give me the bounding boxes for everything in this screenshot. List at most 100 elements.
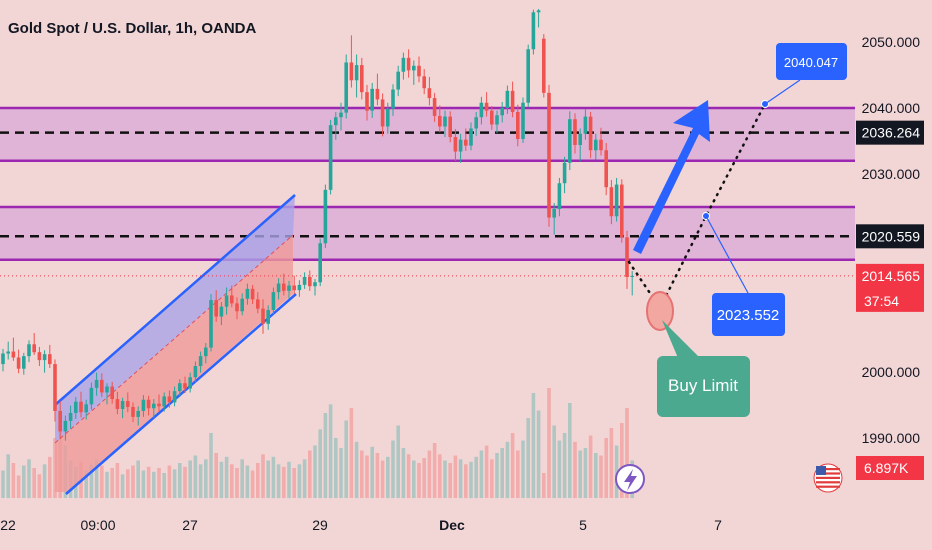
volume-bar [344, 420, 348, 498]
candle [599, 127, 603, 156]
callout-box [657, 356, 750, 417]
volume-bar [365, 455, 369, 498]
volume-bar [94, 459, 99, 499]
volume-bar [568, 403, 572, 498]
candle-body [630, 275, 634, 277]
candle-body [339, 112, 343, 118]
candle-body [614, 184, 619, 217]
candle [313, 278, 317, 296]
candle [479, 96, 484, 125]
candle-body [360, 65, 364, 93]
candle [438, 105, 442, 133]
volume-bar [464, 464, 468, 499]
price-tag-label: 2020.559 [862, 228, 921, 244]
volume-bar [115, 463, 120, 498]
candle [131, 402, 135, 423]
volume-bar [375, 453, 380, 498]
x-tick-label: 27 [182, 517, 198, 533]
volume-bar [245, 465, 250, 498]
candle-body [105, 386, 109, 393]
candle [469, 122, 473, 151]
candle-body [32, 344, 36, 353]
candle-body [386, 108, 390, 127]
candle-body [583, 116, 588, 134]
candle [198, 351, 203, 373]
candle-body [412, 65, 416, 71]
label-2040-text: 2040.047 [784, 55, 838, 70]
volume-bar [240, 459, 244, 499]
flag-stripe [816, 481, 840, 484]
volume-bar [198, 464, 203, 499]
volume-bar [110, 468, 114, 498]
candle-body [542, 38, 546, 93]
candle [32, 333, 36, 355]
candle [453, 129, 458, 161]
candle-body [287, 285, 291, 291]
callout-pointer [662, 320, 700, 358]
chart-title: Gold Spot / U.S. Dollar, 1h, OANDA [8, 20, 257, 37]
candle-body [458, 139, 463, 152]
candle [308, 270, 312, 291]
candle [141, 395, 146, 417]
volume-bar [271, 456, 276, 499]
candle [152, 399, 156, 418]
y-tick-label: 1990.000 [862, 430, 921, 446]
volume-bar [193, 455, 198, 498]
volume-bar [339, 448, 343, 498]
volume-bar [578, 450, 582, 498]
candle [204, 342, 208, 364]
candle [193, 361, 198, 383]
zone-1 [0, 106, 855, 163]
candle-body [500, 108, 504, 116]
candle-body [193, 366, 198, 378]
candle-body [250, 288, 255, 300]
candle-body [79, 401, 83, 413]
volume-bar [318, 429, 322, 499]
volume-bar [453, 455, 458, 498]
candle-body [126, 401, 130, 407]
volume-bar [16, 475, 21, 498]
y-tick-label: 2040.000 [862, 100, 921, 116]
candle-body [609, 187, 614, 217]
countdown-label: 37:54 [864, 293, 899, 309]
candle-body [256, 299, 260, 309]
candle [464, 128, 468, 151]
volume-bar [427, 450, 432, 498]
candle-body [391, 89, 395, 109]
candle-body [230, 295, 234, 304]
candle [328, 119, 333, 195]
volume-bar [167, 465, 172, 498]
volume-bar [266, 460, 270, 498]
candle-body [42, 354, 47, 361]
candle-body [323, 189, 328, 244]
volume-bar [209, 433, 213, 498]
candle [510, 81, 515, 118]
candle [552, 203, 556, 235]
candle [339, 102, 343, 131]
candle [620, 179, 624, 243]
candle-body [297, 284, 302, 291]
volume-bar [526, 418, 530, 498]
projection-arrow [633, 100, 710, 254]
candle [604, 142, 608, 196]
volume-bar [136, 460, 140, 498]
volume-bar [495, 453, 499, 498]
candle [349, 35, 354, 88]
zone-fill [0, 207, 855, 260]
volume-bar [89, 464, 94, 499]
x-tick-label: Dec [439, 517, 465, 533]
volume-bar [625, 408, 629, 498]
candle-body [573, 119, 577, 145]
candle [578, 128, 582, 162]
volume-bar [490, 459, 494, 499]
candle [490, 106, 494, 130]
candle-body [469, 128, 473, 146]
candle [625, 230, 629, 289]
candle [536, 9, 541, 28]
volume-bar [42, 464, 47, 499]
candle [53, 359, 57, 422]
volume-bar [162, 473, 166, 498]
volume-tag-label: 6.897K [864, 460, 909, 476]
